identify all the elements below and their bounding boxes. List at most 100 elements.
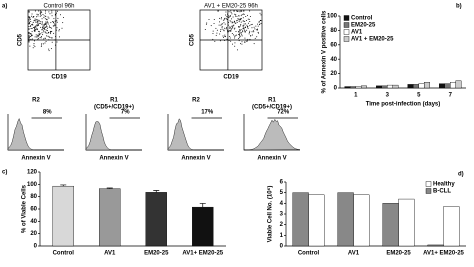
dot — [223, 22, 225, 24]
dot — [44, 27, 46, 29]
dot — [238, 31, 240, 33]
x-axis-label: Annexin V — [181, 156, 210, 162]
dot — [220, 24, 222, 26]
dot — [247, 26, 249, 28]
gate-label: R1 — [268, 98, 276, 104]
error-bar — [199, 203, 206, 208]
x-tick-label: 1 — [354, 93, 358, 99]
dot — [38, 19, 40, 21]
dot — [48, 25, 50, 27]
dot — [237, 17, 239, 19]
dot — [237, 33, 239, 35]
dot — [31, 15, 33, 17]
dot — [224, 27, 226, 29]
dot — [239, 35, 241, 37]
dot — [44, 12, 46, 14]
dot — [56, 27, 58, 29]
dot — [229, 35, 231, 37]
dot — [241, 35, 243, 37]
dot — [36, 21, 38, 23]
dot — [241, 41, 243, 43]
dot — [40, 11, 42, 13]
dot — [243, 23, 245, 25]
dot — [230, 29, 232, 31]
dot — [48, 17, 50, 19]
dot — [233, 28, 235, 30]
dot — [215, 27, 217, 29]
dot — [46, 22, 48, 24]
dot — [29, 18, 31, 20]
dot — [220, 17, 222, 19]
percent-label: 17% — [201, 110, 214, 116]
dot — [28, 37, 30, 39]
dot — [234, 22, 236, 24]
legend-label: Control — [351, 16, 373, 22]
bar — [455, 80, 462, 89]
dot — [29, 33, 31, 35]
dot — [232, 16, 234, 18]
dot — [31, 27, 33, 29]
dot — [215, 34, 217, 36]
bar — [292, 192, 309, 247]
bar — [145, 192, 167, 247]
dot — [222, 19, 224, 21]
dot — [28, 35, 30, 37]
x-tick-label: 7 — [449, 93, 453, 99]
bar — [344, 86, 351, 89]
dot — [228, 24, 230, 26]
y-tick-label: 5 — [280, 190, 284, 196]
dot — [238, 30, 240, 32]
dot — [228, 17, 230, 19]
dot — [41, 23, 43, 25]
dot — [255, 25, 257, 27]
dot — [43, 28, 45, 30]
dot — [246, 29, 248, 31]
dot — [42, 28, 44, 30]
dot — [244, 31, 246, 33]
dot — [44, 42, 46, 44]
dot — [220, 29, 222, 31]
dot — [33, 44, 35, 46]
dot — [51, 15, 53, 17]
dot — [33, 20, 35, 22]
dot — [39, 31, 41, 33]
dot — [48, 36, 50, 38]
dot — [45, 41, 47, 43]
dot — [248, 33, 250, 35]
dot — [45, 21, 47, 23]
dot — [229, 37, 231, 39]
dot — [58, 36, 60, 38]
dot — [234, 36, 236, 38]
dot — [42, 25, 44, 27]
dot — [241, 43, 243, 45]
dot — [53, 32, 55, 34]
dot — [234, 45, 236, 47]
dot — [28, 40, 30, 42]
dot — [53, 21, 55, 23]
dot — [230, 10, 232, 12]
dot — [258, 32, 260, 34]
dot — [224, 35, 226, 37]
dot — [30, 33, 32, 35]
dot — [58, 29, 60, 31]
dot — [245, 23, 247, 25]
error-bar — [60, 184, 67, 187]
x-tick-label: 3 — [386, 93, 390, 99]
dot — [36, 25, 38, 27]
dot — [236, 10, 238, 12]
dot — [35, 34, 37, 36]
dot — [37, 30, 39, 32]
dot — [41, 29, 43, 31]
dot — [51, 27, 53, 29]
dot — [234, 37, 236, 39]
dot — [51, 31, 53, 33]
y-tick-label: 40 — [330, 57, 337, 63]
y-tick-label: 0 — [34, 244, 38, 250]
dot — [28, 32, 30, 34]
dot — [239, 34, 241, 36]
dot — [37, 15, 39, 17]
dot — [229, 20, 231, 22]
dot — [28, 22, 30, 24]
dot — [39, 36, 41, 38]
dot — [230, 21, 232, 23]
